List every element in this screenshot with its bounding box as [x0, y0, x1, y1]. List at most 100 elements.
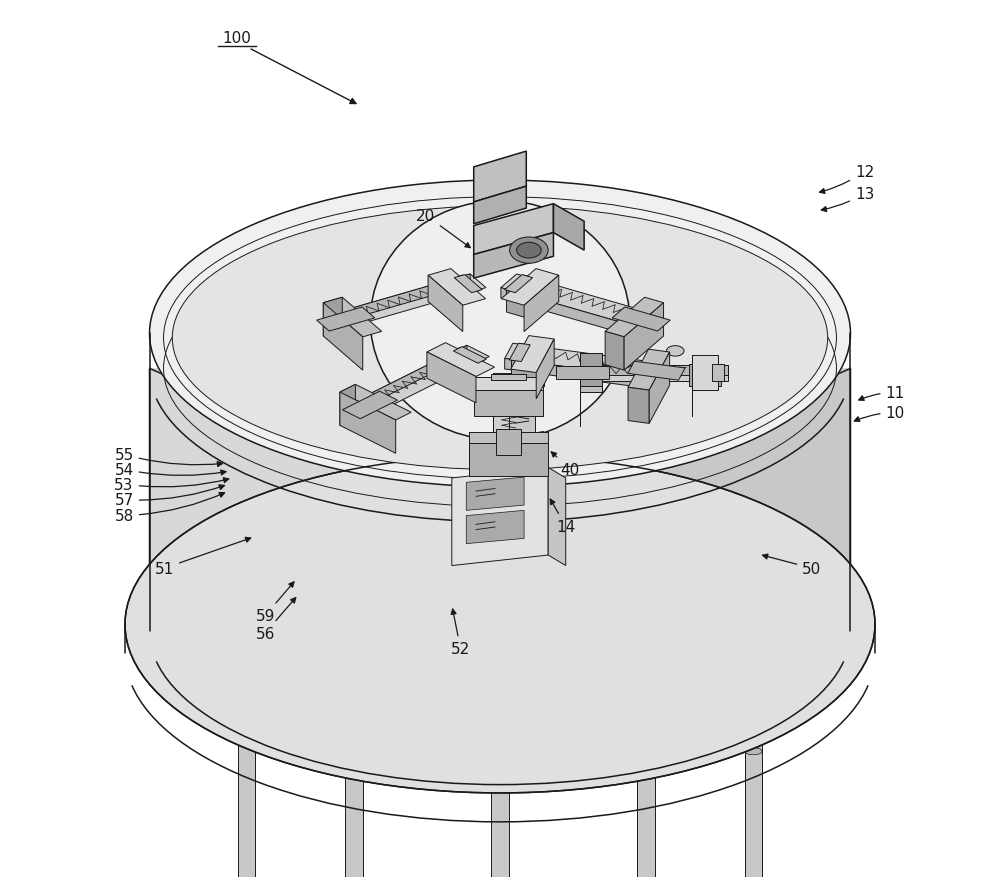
Polygon shape: [362, 346, 467, 409]
Polygon shape: [605, 332, 624, 371]
Ellipse shape: [172, 206, 828, 470]
Text: 52: 52: [451, 609, 470, 657]
Polygon shape: [238, 690, 255, 878]
Polygon shape: [612, 307, 670, 332]
Polygon shape: [469, 433, 548, 443]
Polygon shape: [491, 756, 509, 878]
Polygon shape: [689, 364, 721, 382]
Polygon shape: [150, 369, 850, 631]
Text: 50: 50: [763, 554, 822, 576]
Text: 20: 20: [416, 208, 470, 248]
Polygon shape: [345, 738, 363, 878]
Text: 13: 13: [821, 186, 874, 212]
Text: 54: 54: [114, 462, 226, 477]
Polygon shape: [150, 369, 500, 785]
Polygon shape: [317, 307, 375, 332]
Polygon shape: [507, 276, 554, 299]
Ellipse shape: [745, 748, 762, 755]
Polygon shape: [362, 346, 489, 410]
Ellipse shape: [666, 346, 684, 356]
Polygon shape: [491, 375, 526, 381]
Polygon shape: [509, 344, 530, 362]
Polygon shape: [323, 304, 363, 371]
Polygon shape: [511, 344, 554, 365]
Polygon shape: [624, 304, 664, 371]
Polygon shape: [340, 385, 411, 421]
Polygon shape: [323, 298, 342, 336]
Polygon shape: [511, 361, 545, 387]
Polygon shape: [491, 377, 526, 392]
Polygon shape: [505, 359, 649, 389]
Text: 14: 14: [550, 500, 575, 534]
Polygon shape: [511, 336, 554, 373]
Polygon shape: [454, 276, 482, 293]
Polygon shape: [628, 388, 649, 424]
Polygon shape: [493, 373, 525, 439]
Polygon shape: [637, 738, 655, 878]
Text: 40: 40: [551, 452, 580, 477]
Polygon shape: [505, 344, 657, 378]
Text: 58: 58: [114, 493, 225, 523]
Polygon shape: [323, 298, 382, 337]
Polygon shape: [501, 270, 559, 306]
Polygon shape: [469, 443, 548, 477]
Polygon shape: [692, 356, 718, 391]
Text: 51: 51: [155, 537, 251, 576]
Polygon shape: [474, 391, 543, 417]
Text: 56: 56: [255, 598, 296, 641]
Polygon shape: [580, 354, 602, 393]
Ellipse shape: [125, 456, 875, 793]
Polygon shape: [507, 291, 536, 321]
Polygon shape: [453, 347, 487, 363]
Polygon shape: [588, 365, 728, 376]
Text: 100: 100: [223, 31, 252, 46]
Polygon shape: [427, 353, 476, 403]
Polygon shape: [474, 187, 526, 225]
Polygon shape: [436, 348, 461, 382]
Polygon shape: [628, 362, 685, 381]
Polygon shape: [474, 152, 526, 203]
Polygon shape: [505, 276, 533, 293]
Polygon shape: [474, 378, 543, 391]
Text: 55: 55: [114, 447, 222, 467]
Polygon shape: [428, 276, 463, 332]
Polygon shape: [340, 392, 396, 454]
Polygon shape: [745, 690, 762, 878]
Text: 59: 59: [255, 582, 294, 623]
Text: 57: 57: [114, 486, 224, 507]
Polygon shape: [433, 276, 480, 299]
Polygon shape: [628, 349, 670, 391]
Polygon shape: [341, 275, 486, 326]
Polygon shape: [433, 276, 463, 306]
Text: 11: 11: [859, 385, 905, 401]
Polygon shape: [712, 364, 724, 382]
Polygon shape: [745, 558, 762, 752]
Ellipse shape: [370, 201, 630, 440]
Polygon shape: [501, 275, 646, 326]
Polygon shape: [500, 432, 544, 465]
Ellipse shape: [510, 238, 548, 264]
Polygon shape: [428, 270, 486, 306]
Ellipse shape: [150, 479, 850, 785]
Text: 53: 53: [114, 477, 229, 492]
Polygon shape: [474, 205, 553, 255]
Polygon shape: [649, 353, 670, 424]
Ellipse shape: [150, 181, 850, 487]
Polygon shape: [341, 275, 470, 322]
Polygon shape: [466, 511, 524, 544]
Polygon shape: [474, 234, 553, 279]
Polygon shape: [524, 276, 559, 332]
Polygon shape: [427, 343, 495, 377]
Polygon shape: [605, 298, 664, 337]
Polygon shape: [496, 429, 521, 456]
Polygon shape: [580, 354, 602, 387]
Polygon shape: [536, 340, 554, 399]
Text: 12: 12: [819, 164, 874, 194]
Ellipse shape: [517, 243, 541, 259]
Polygon shape: [689, 364, 721, 386]
Polygon shape: [556, 367, 609, 379]
Polygon shape: [342, 392, 397, 419]
Polygon shape: [509, 373, 535, 439]
Polygon shape: [340, 385, 355, 426]
Polygon shape: [500, 369, 850, 785]
